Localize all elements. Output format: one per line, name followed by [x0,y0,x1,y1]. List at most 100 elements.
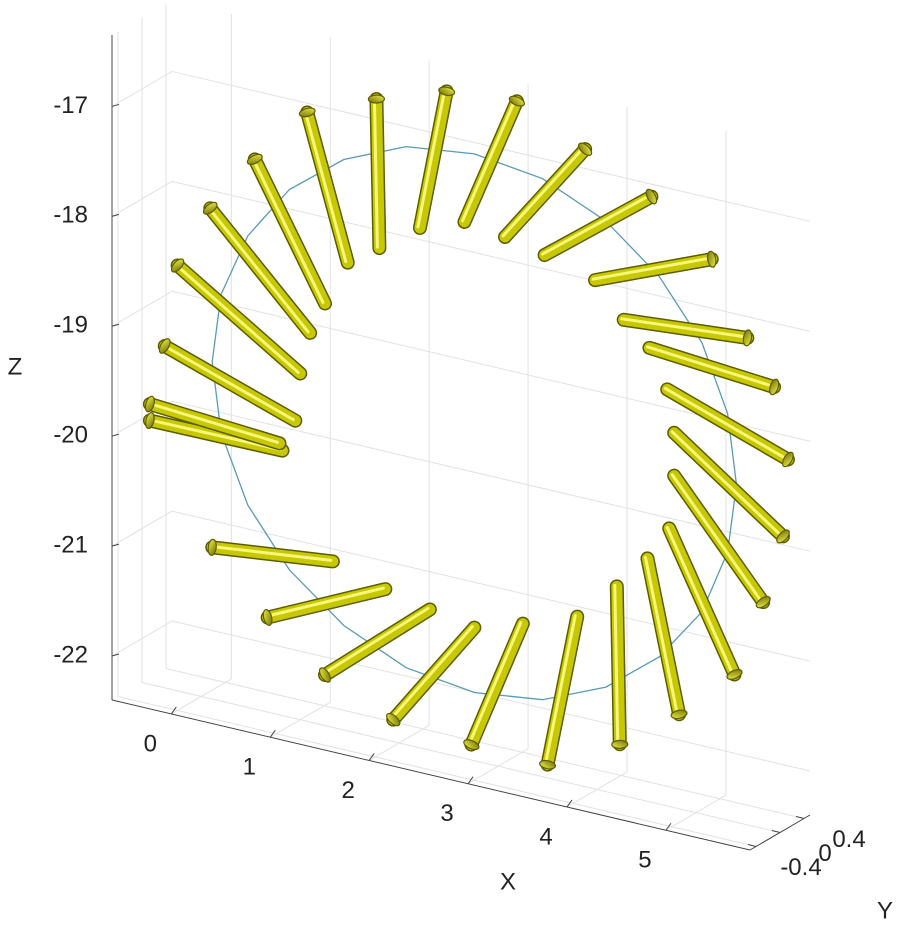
z-tick [111,323,120,327]
rod-knob [207,538,217,556]
rod [205,538,340,569]
rod-highlight [321,606,430,676]
z-tick [111,213,120,217]
rod-knob [298,107,316,118]
x-tick [665,822,672,831]
x-tick [467,776,474,785]
rod-body [641,552,685,720]
rod [457,94,525,229]
rod [537,188,659,263]
rod-highlight [416,88,447,229]
rod [667,425,790,544]
rod-highlight [264,586,385,619]
rod [386,620,482,727]
rod-knob [202,201,218,215]
rod-knob [670,709,688,720]
z-tick-label: -20 [53,422,88,449]
rod-knob [386,712,401,727]
x-tick-label: 4 [539,823,552,850]
rod [298,105,355,270]
rod-knob [246,153,263,165]
rod-knob [645,188,658,205]
rod-body [542,611,583,771]
rod-knob [742,329,753,347]
rod-knob [539,759,557,770]
rod [662,521,743,682]
z-tick [111,433,120,437]
rod [202,201,318,340]
rod-highlight [670,473,763,603]
rod-knob [755,595,771,609]
rod-highlight [467,621,523,746]
rod-body [611,580,626,750]
rod-knob [144,395,155,413]
z-tick-label: -19 [53,312,88,339]
rod-knob [170,258,185,273]
x-tick-label: 5 [638,847,651,874]
rod-body [301,106,354,269]
rod-body [414,85,453,234]
rod-knob [158,338,171,354]
rod-knob [367,94,386,104]
z-axis-label: Z [8,353,23,380]
rod [317,602,437,683]
rod [367,91,387,256]
grid-line [165,668,805,819]
rod-highlight [161,343,295,422]
rod-highlight [251,156,325,304]
rod-highlight [645,345,774,388]
rod-highlight [146,401,279,444]
rod-knob [782,451,794,468]
rod-highlight [665,525,734,676]
rod [498,142,593,244]
grid-line [117,696,757,847]
rod-highlight [591,256,712,281]
rod-body [387,622,480,726]
y-tick [795,816,805,819]
y-tick [747,844,757,847]
rod-highlight [146,418,282,452]
rod-highlight [174,262,300,374]
rod-highlight [460,98,517,223]
rod [588,250,719,288]
x-tick-label: 0 [144,730,157,757]
rod-body [539,191,657,261]
z-tick [111,653,120,657]
rod-knob [726,668,743,680]
z-tick [111,103,120,107]
rod-highlight [663,386,788,461]
rod-highlight [303,109,348,264]
rod-highlight [544,614,577,766]
x-axis-label: X [500,868,516,895]
rod-knob [262,609,273,626]
grid-line [141,682,781,833]
y-tick [771,830,781,833]
grid-line [171,510,811,662]
x-axis-line [111,699,751,851]
rod-body [499,143,591,243]
rod-highlight [541,194,651,256]
x-tick [566,799,573,808]
rod [640,551,688,722]
rod-knob [611,739,629,749]
x-tick-label: 3 [440,800,453,827]
rod [463,616,530,752]
rod-highlight [208,544,333,562]
rod-body [465,618,529,751]
data-layer [142,84,795,772]
rod-highlight [372,96,379,249]
rod-highlight [643,555,679,715]
rod-knob [578,142,593,157]
rod-knob [318,667,332,683]
rod-highlight [501,146,585,238]
rod [642,340,782,396]
z-tick-label: -21 [53,531,88,558]
rod-knob [438,86,456,97]
rod-highlight [620,317,747,339]
y-axis-label: Y [877,897,893,924]
rod-highlight [613,583,620,745]
rod [660,382,795,468]
